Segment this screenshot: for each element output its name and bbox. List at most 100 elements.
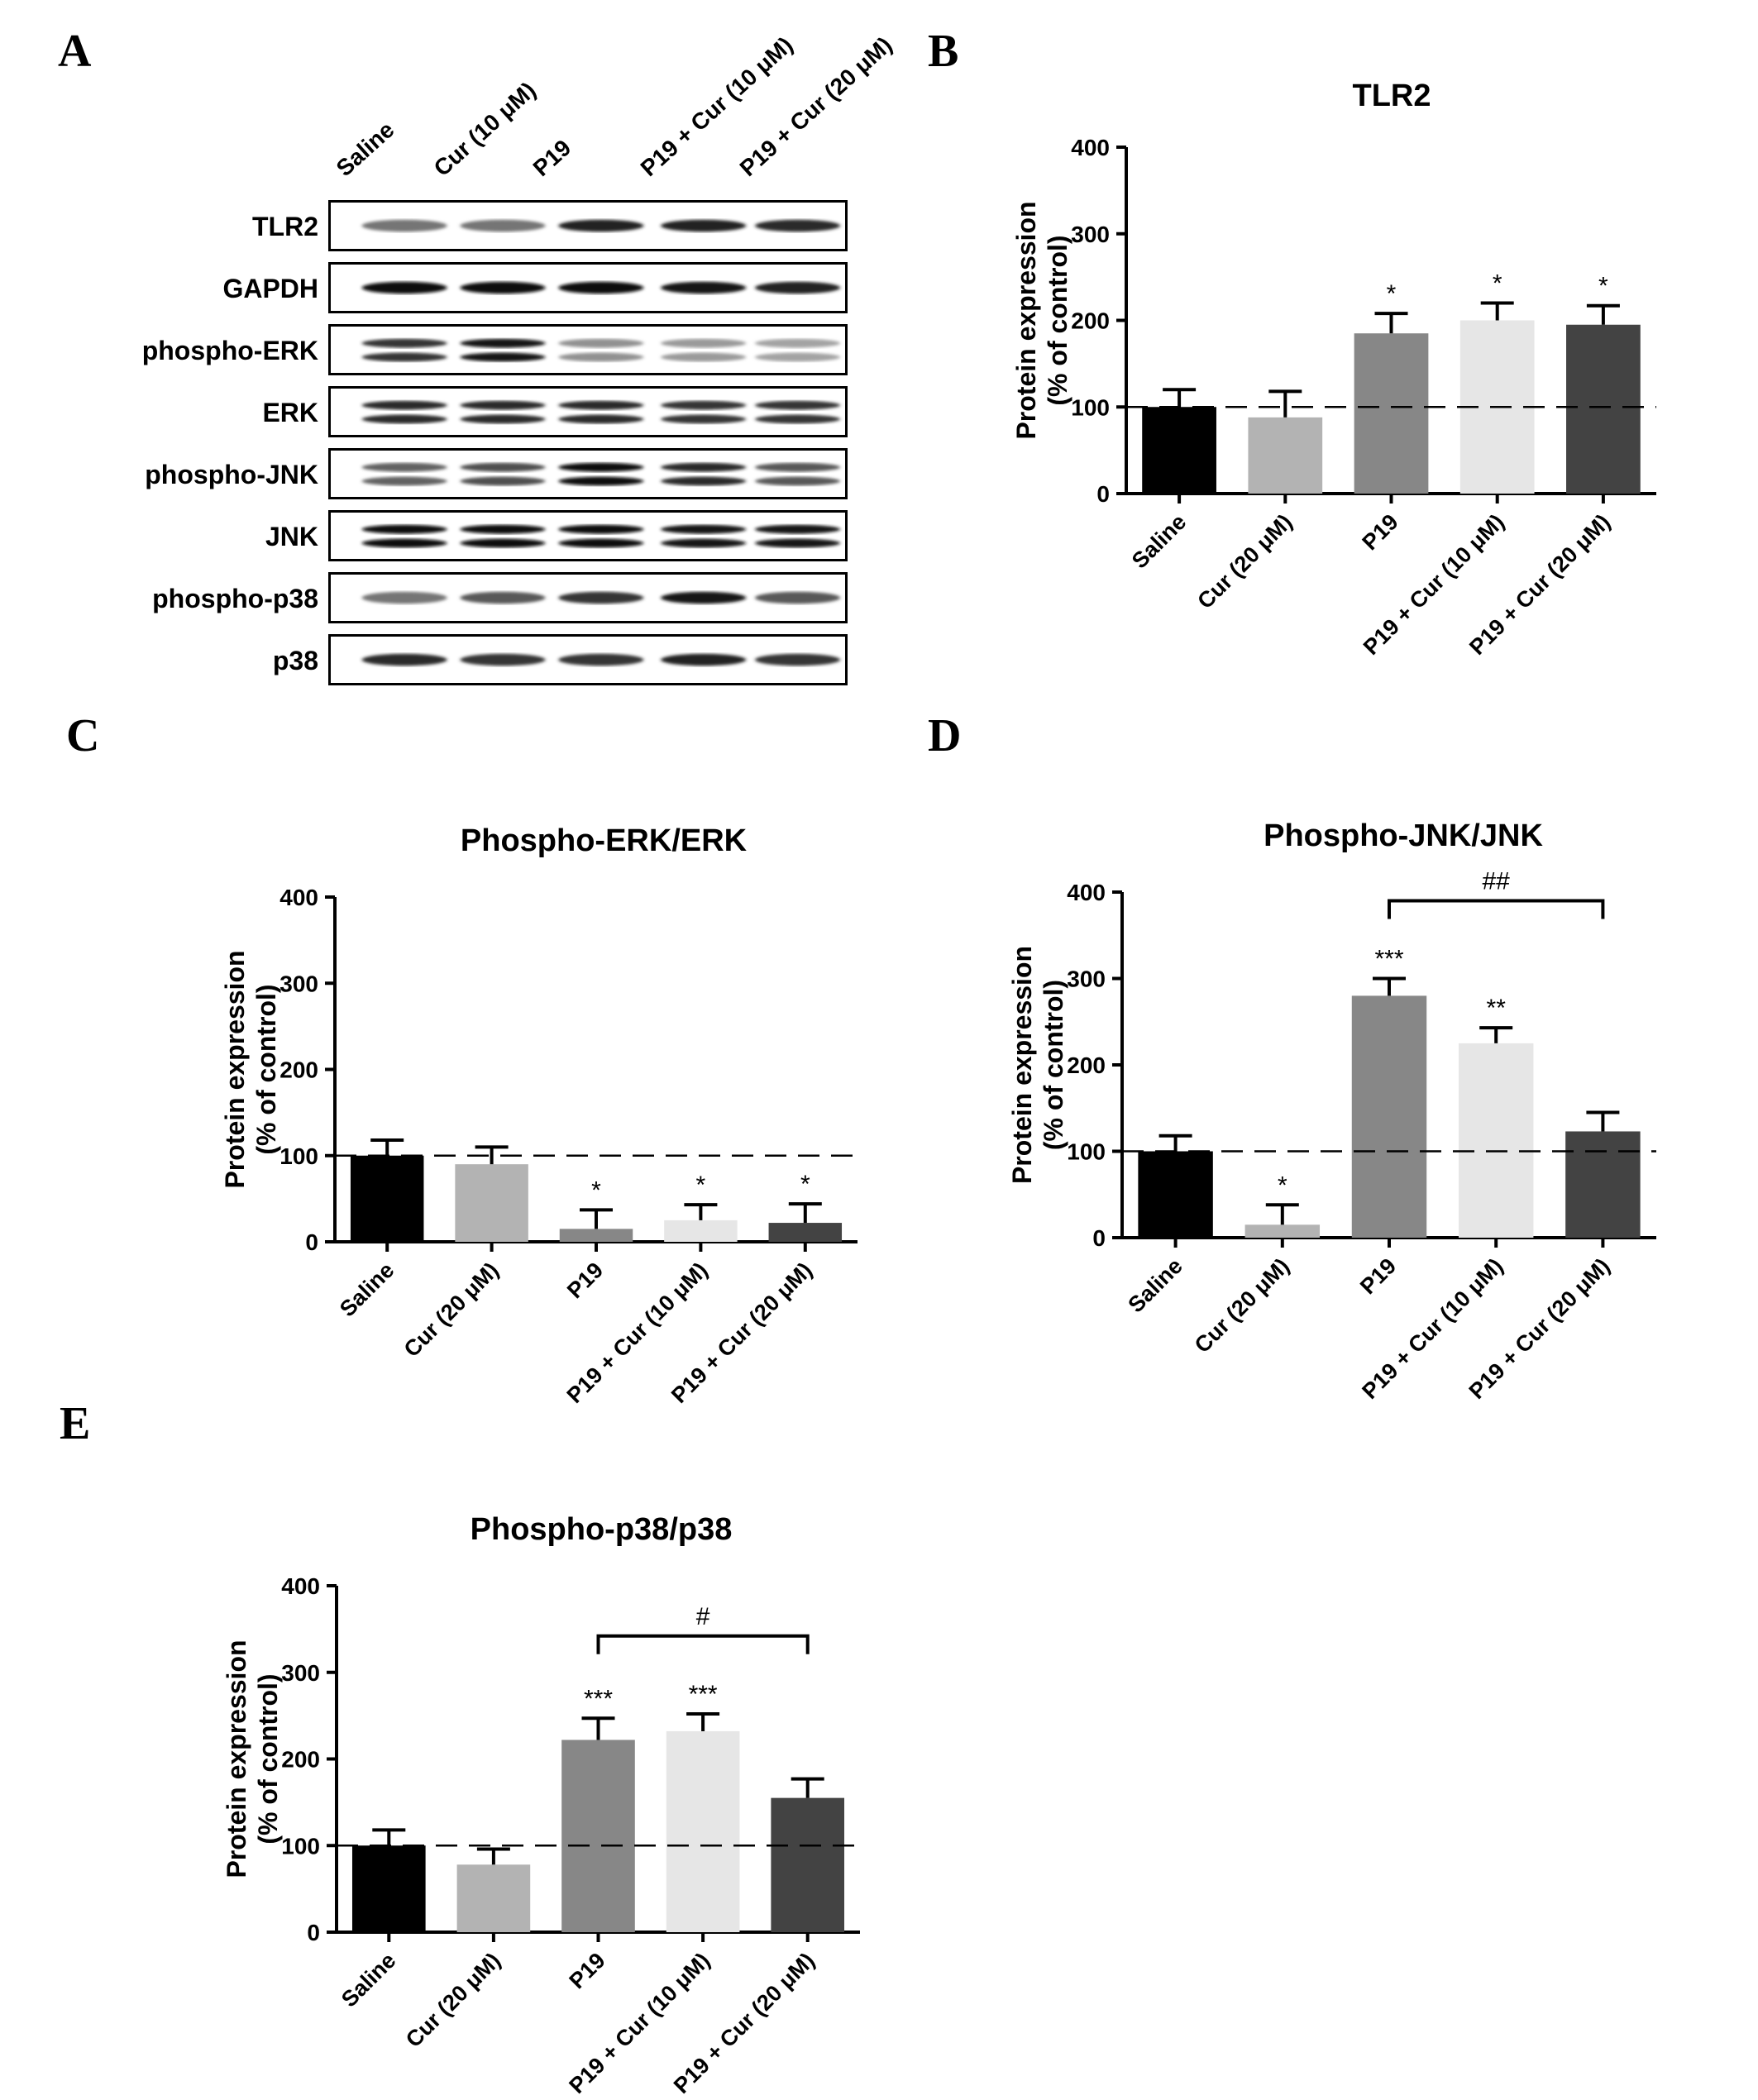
significance-marker: *: [800, 1171, 810, 1198]
x-tick-label: Cur (20 μM): [1192, 509, 1297, 613]
blot-band: [460, 524, 546, 534]
blot-band: [558, 338, 644, 348]
y-tick-label: 100: [279, 1143, 318, 1169]
blot-strip: [328, 386, 848, 437]
blot-band: [558, 476, 644, 486]
y-axis-label: (% of control): [1039, 980, 1068, 1150]
y-axis-label: (% of control): [1043, 235, 1072, 405]
blot-band: [460, 462, 546, 472]
blot-band: [558, 462, 644, 472]
blot-band: [755, 538, 841, 548]
panel-label-c: C: [66, 710, 100, 761]
blot-band: [460, 538, 546, 548]
chart-title: Phospho-p38/p38: [471, 1512, 733, 1547]
x-tick-label: Saline: [1127, 509, 1191, 573]
blot-band: [558, 219, 644, 232]
panel-label-d: D: [928, 710, 962, 761]
blot-band: [755, 653, 841, 666]
y-tick-label: 300: [1067, 966, 1106, 992]
blot-band: [755, 338, 841, 348]
blot-band: [361, 653, 447, 666]
y-tick-label: 0: [1092, 1225, 1106, 1251]
x-tick-label: Saline: [335, 1258, 399, 1321]
bar: [1248, 417, 1323, 494]
blot-band: [460, 352, 546, 362]
x-tick-label: Cur (20 μM): [399, 1258, 504, 1362]
blot-strip: [328, 634, 848, 685]
blot-band: [661, 400, 747, 410]
blot-band: [361, 281, 447, 294]
blot-strip: [328, 324, 848, 375]
y-axis-label: Protein expression: [1007, 946, 1037, 1184]
blot-band: [755, 591, 841, 604]
bar: [1244, 1224, 1321, 1238]
blot-band: [755, 462, 841, 472]
blot-band: [558, 653, 644, 666]
y-tick-label: 200: [1067, 1052, 1106, 1078]
panel-label-a: A: [58, 26, 92, 77]
bar: [1565, 1131, 1641, 1238]
blot-row-label: ERK: [262, 398, 318, 427]
blot-row-label: phospho-JNK: [145, 460, 318, 489]
bar: [666, 1730, 740, 1932]
blot-strip: [328, 200, 848, 251]
significance-marker: **: [1487, 995, 1507, 1022]
y-tick-label: 100: [281, 1833, 320, 1859]
bracket-label: ##: [1483, 867, 1511, 895]
y-tick-label: 400: [281, 1573, 320, 1599]
y-tick-label: 300: [1071, 222, 1110, 247]
y-tick-label: 0: [307, 1920, 320, 1945]
blot-band: [661, 591, 747, 604]
blot-band: [460, 653, 546, 666]
blot-band: [661, 462, 747, 472]
blot-strip: [328, 510, 848, 561]
bracket-label: #: [696, 1603, 710, 1630]
blot-band: [661, 281, 747, 294]
panel-label-b: B: [928, 26, 959, 77]
x-tick-label: P19: [562, 1258, 608, 1303]
bar: [559, 1229, 633, 1242]
y-axis-label: (% of control): [251, 984, 281, 1154]
blot-band: [755, 281, 841, 294]
blot-band: [361, 476, 447, 486]
blot-band: [558, 414, 644, 424]
blot-band: [361, 462, 447, 472]
blot-band: [361, 338, 447, 348]
y-tick-label: 0: [305, 1229, 318, 1255]
blot-band: [460, 338, 546, 348]
blot-band: [460, 591, 546, 604]
blot-band: [661, 338, 747, 348]
significance-marker: *: [1493, 270, 1502, 298]
blot-band: [661, 538, 747, 548]
y-tick-label: 100: [1071, 394, 1110, 420]
blot-strip: [328, 262, 848, 313]
x-tick-label: Cur (20 μM): [401, 1948, 505, 2052]
bar: [1458, 1043, 1534, 1238]
blot-band: [361, 538, 447, 548]
blot-band: [558, 281, 644, 294]
x-tick-label: Saline: [337, 1948, 400, 2012]
blot-band: [661, 414, 747, 424]
x-tick-label: Saline: [1123, 1253, 1187, 1317]
y-tick-label: 300: [279, 971, 318, 996]
chart-title: Phospho-ERK/ERK: [461, 823, 748, 858]
y-axis-label: Protein expression: [220, 950, 250, 1188]
blot-row-label: GAPDH: [222, 274, 318, 303]
blot-band: [361, 524, 447, 534]
blot-band: [460, 414, 546, 424]
bar: [1351, 995, 1427, 1238]
blot-band: [558, 591, 644, 604]
y-axis-label: Protein expression: [222, 1639, 251, 1878]
significance-marker: *: [1278, 1172, 1287, 1199]
blot-band: [661, 219, 747, 232]
blot-band: [755, 524, 841, 534]
blot-band: [460, 476, 546, 486]
x-tick-label: P19: [1358, 509, 1403, 555]
blot-row-label: JNK: [265, 522, 318, 551]
y-tick-label: 200: [1071, 308, 1110, 334]
bar: [1566, 324, 1641, 494]
blot-band: [755, 414, 841, 424]
blot-row-label: phospho-p38: [152, 584, 318, 613]
bar: [664, 1219, 738, 1242]
